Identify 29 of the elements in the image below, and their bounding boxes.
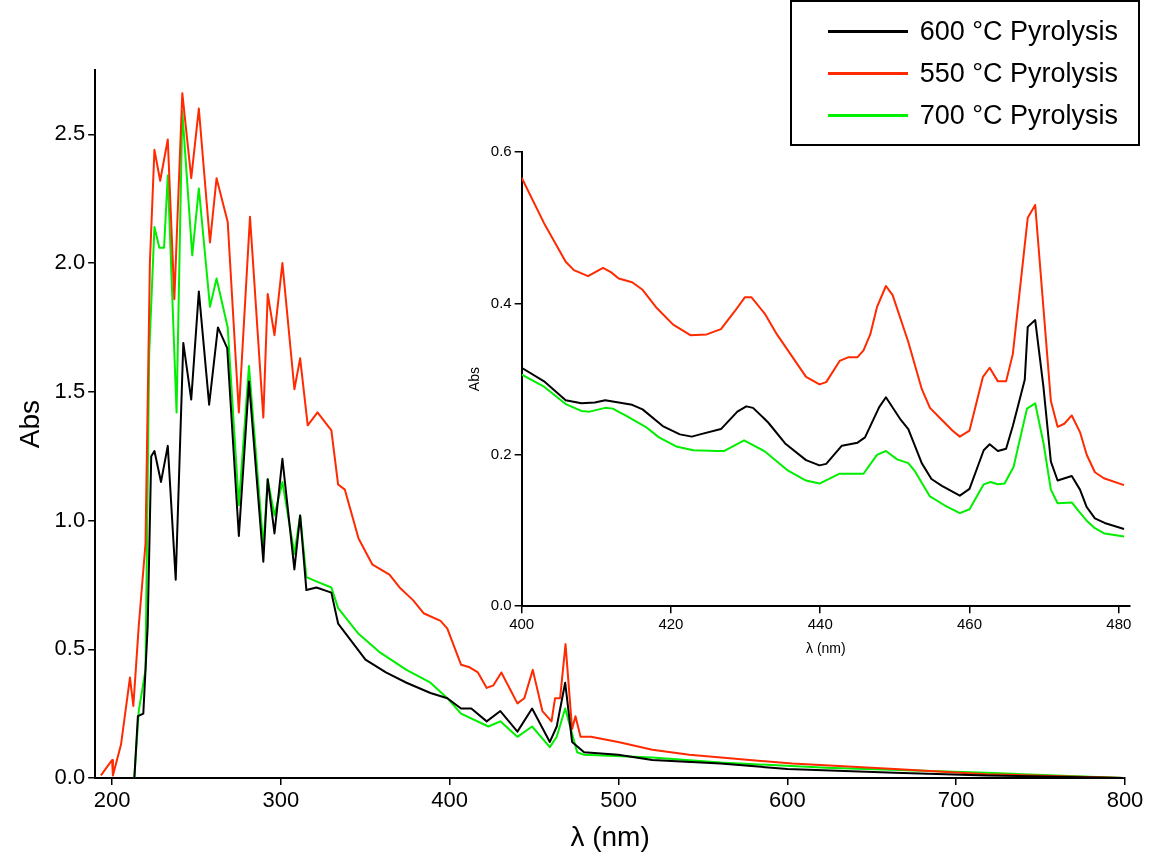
legend-label: 550 °C Pyrolysis <box>919 57 1118 90</box>
y-tick-label: 0.5 <box>54 635 86 661</box>
legend-label: 600 °C Pyrolysis <box>919 15 1118 48</box>
x-tick-label: 400 <box>431 787 469 813</box>
legend-label: 700 °C Pyrolysis <box>919 99 1118 132</box>
x-tick-label: 800 <box>1106 787 1144 813</box>
x-tick-label: 300 <box>262 787 300 813</box>
y-tick-label: 1.5 <box>54 377 86 403</box>
x-axis-title: λ (nm) <box>570 820 650 852</box>
y-tick-label: 0.4 <box>490 293 512 311</box>
x-tick-label: 600 <box>769 787 806 813</box>
y-tick-label: 0.0 <box>54 764 86 790</box>
y-tick-label: 2.5 <box>54 120 86 146</box>
x-tick-label: 400 <box>509 615 535 633</box>
x-tick-label: 200 <box>93 787 131 813</box>
y-tick-label: 0.2 <box>490 444 512 462</box>
y-axis-title: Abs <box>13 399 45 449</box>
x-axis-title: λ (nm) <box>805 640 846 657</box>
x-tick-label: 700 <box>937 787 975 813</box>
x-tick-label: 480 <box>1106 615 1132 633</box>
x-tick-label: 500 <box>600 787 637 813</box>
y-tick-label: 0.6 <box>490 142 512 160</box>
y-axis-title: Abs <box>466 367 483 392</box>
y-tick-label: 2.0 <box>54 249 86 275</box>
x-tick-label: 420 <box>658 615 684 633</box>
x-tick-label: 460 <box>957 615 983 633</box>
x-tick-label: 440 <box>807 615 833 633</box>
y-tick-label: 0.0 <box>490 596 512 614</box>
y-tick-label: 1.0 <box>54 506 86 532</box>
